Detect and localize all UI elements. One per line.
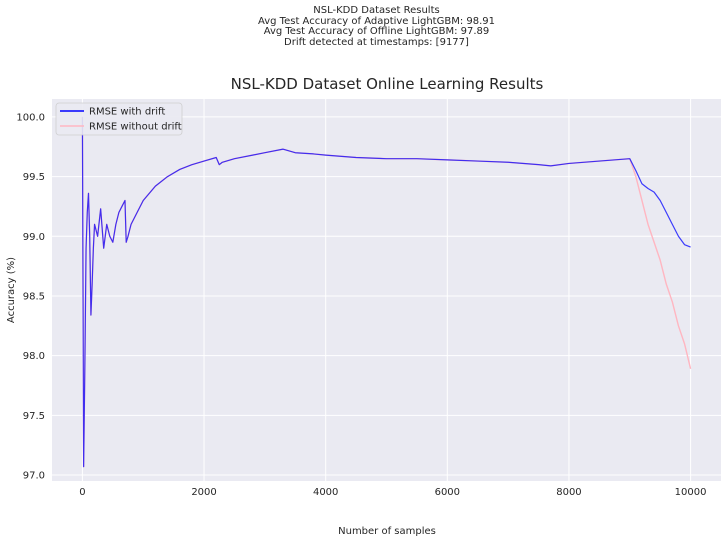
y-axis-ticks: 97.0 97.5 98.0 98.5 99.0 99.5 100.0 (16, 112, 45, 481)
suptitle-line-2: Avg Test Accuracy of Adaptive LightGBM: … (257, 15, 496, 27)
x-tick-label: 10000 (675, 487, 707, 498)
plot-area (52, 99, 721, 481)
series-lines (81, 116, 692, 468)
suptitle-line-1: NSL-KDD Dataset Results (313, 5, 440, 16)
x-tick-label: 4000 (313, 487, 338, 498)
y-axis-label: Accuracy (%) (6, 257, 17, 323)
legend-box (55, 102, 183, 136)
x-tick-label: 8000 (556, 487, 581, 498)
suptitle-line-3: Avg Test Accuracy of Offline LightGBM: 9… (263, 26, 490, 37)
legend-label-with-drift: RMSE with drift (89, 107, 165, 118)
legend-label-without-drift: RMSE without drift (89, 122, 182, 133)
series-line-with-drift (81, 116, 691, 468)
y-tick-label: 100.0 (16, 112, 45, 123)
x-axis-ticks: 0 2000 4000 6000 8000 10000 (79, 487, 706, 498)
x-tick-label: 6000 (435, 487, 460, 498)
y-tick-label: 99.0 (23, 232, 45, 243)
y-tick-label: 98.5 (23, 291, 45, 302)
x-tick-label: 0 (79, 487, 85, 498)
y-tick-label: 99.5 (23, 172, 45, 183)
figure-suptitle: NSL-KDD Dataset Results Avg Test Accurac… (0, 5, 728, 48)
chart-title: NSL-KDD Dataset Online Learning Results (231, 75, 544, 93)
y-tick-label: 97.0 (23, 471, 45, 482)
y-tick-label: 97.5 (23, 411, 45, 422)
x-axis-label: Number of samples (338, 526, 436, 537)
y-tick-label: 98.0 (23, 351, 45, 362)
legend: RMSE with drift RMSE without drift (55, 102, 183, 136)
suptitle-line-4: Drift detected at timestamps: [9177] (284, 36, 469, 48)
x-tick-label: 2000 (191, 487, 216, 498)
